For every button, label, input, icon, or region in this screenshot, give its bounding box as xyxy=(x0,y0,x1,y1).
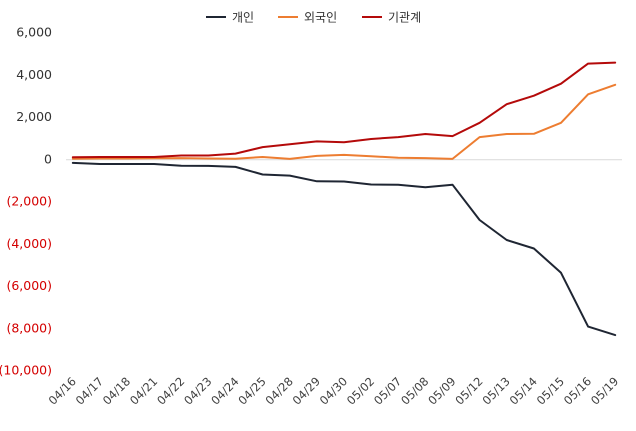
legend-item: 개인 xyxy=(206,11,254,25)
x-tick-label: 04/17 xyxy=(73,374,106,407)
y-tick-label: 6,000 xyxy=(16,25,52,40)
x-tick-label: 05/19 xyxy=(588,374,621,407)
x-axis: 04/1604/1704/1804/2104/2204/2304/2404/25… xyxy=(46,374,622,407)
y-tick-label: 2,000 xyxy=(16,109,52,124)
x-tick-label: 05/16 xyxy=(561,374,594,407)
legend-label: 외국인 xyxy=(304,11,337,25)
x-tick-label: 04/28 xyxy=(263,374,296,407)
x-tick-label: 05/07 xyxy=(371,374,404,407)
y-tick-label: (8,000) xyxy=(6,320,52,335)
x-tick-label: 04/24 xyxy=(208,374,241,407)
legend-item: 외국인 xyxy=(278,11,337,25)
series-group xyxy=(71,61,617,337)
x-tick-label: 04/18 xyxy=(100,374,133,407)
y-axis: 6,000 4,000 2,000 0 (2,000) (4,000) (6,000) (8,… xyxy=(0,25,52,378)
x-tick-label: 04/21 xyxy=(127,374,160,407)
y-tick-label: 4,000 xyxy=(16,67,52,82)
x-tick-label: 05/12 xyxy=(452,374,485,407)
y-tick-label: 0 xyxy=(44,151,52,166)
y-tick-label: (10,000) xyxy=(0,363,52,378)
x-tick-label: 05/09 xyxy=(425,374,458,407)
x-tick-label: 04/22 xyxy=(154,374,187,407)
legend-item: 기관계 xyxy=(362,11,421,25)
x-tick-label: 05/02 xyxy=(344,374,377,407)
legend-label: 개인 xyxy=(232,11,254,25)
series-line-2 xyxy=(71,83,617,160)
x-tick-label: 04/25 xyxy=(235,374,268,407)
legend: 개인 외국인 기관계 xyxy=(206,11,421,25)
x-tick-label: 05/14 xyxy=(507,374,540,407)
x-tick-label: 05/13 xyxy=(480,374,513,407)
x-tick-label: 04/16 xyxy=(46,374,79,407)
series-line-3 xyxy=(71,61,617,159)
x-tick-label: 05/08 xyxy=(398,374,431,407)
series-line-1 xyxy=(71,161,617,337)
x-tick-label: 04/30 xyxy=(317,374,350,407)
legend-label: 기관계 xyxy=(388,11,421,25)
x-tick-label: 04/29 xyxy=(290,374,323,407)
x-tick-label: 05/15 xyxy=(534,374,567,407)
y-tick-label: (4,000) xyxy=(6,236,52,251)
y-tick-label: (6,000) xyxy=(6,278,52,293)
y-tick-label: (2,000) xyxy=(6,194,52,209)
x-tick-label: 04/23 xyxy=(181,374,214,407)
